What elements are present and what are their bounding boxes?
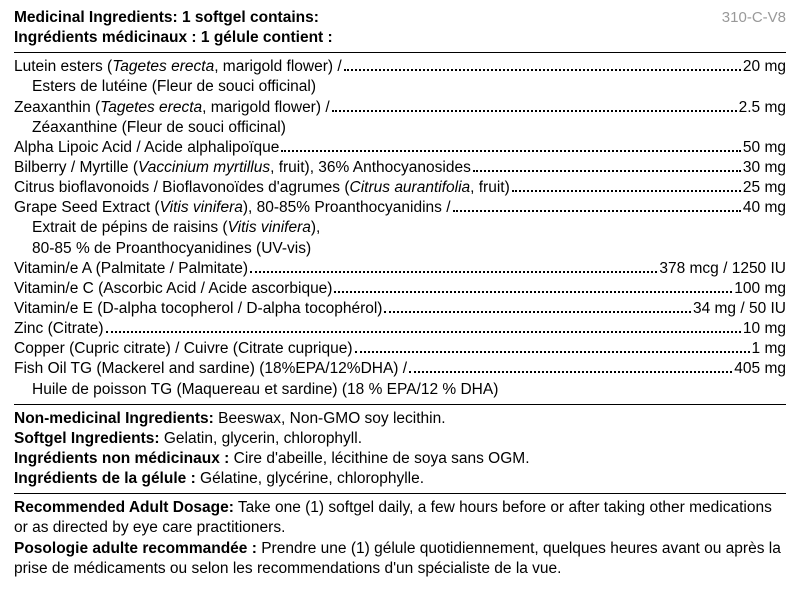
leader-dots [512, 178, 741, 192]
ingredient-amount: 405 mg [734, 359, 786, 379]
ingredient-label: Alpha Lipoic Acid / Acide alphalipoïque [14, 138, 279, 158]
ingredient-label: Vitamin/e E (D-alpha tocopherol / D-alph… [14, 299, 382, 319]
ingredient-amount: 1 mg [752, 339, 786, 359]
ingredient-amount: 20 mg [743, 57, 786, 77]
ingredient-amount: 34 mg / 50 IU [693, 299, 786, 319]
ingredient-sublabel: Zéaxanthine (Fleur de souci officinal) [14, 118, 786, 138]
ingredient-amount: 30 mg [743, 158, 786, 178]
nonmedicinal-section: Non-medicinal Ingredients: Beeswax, Non-… [14, 409, 786, 490]
ingredient-row: Grape Seed Extract (Vitis vinifera), 80-… [14, 198, 786, 218]
header-row: Medicinal Ingredients: 1 softgel contain… [14, 8, 786, 48]
ingredient-amount: 25 mg [743, 178, 786, 198]
ingredient-sublabel: Huile de poisson TG (Maquereau et sardin… [14, 380, 786, 400]
leader-dots [384, 299, 690, 313]
ingredient-label: Grape Seed Extract (Vitis vinifera), 80-… [14, 198, 451, 218]
ingredient-row: Zeaxanthin (Tagetes erecta, marigold flo… [14, 98, 786, 118]
dosage-fr-label: Posologie adulte recommandée : [14, 540, 257, 557]
leader-dots [281, 138, 740, 152]
ingredient-row: Vitamin/e C (Ascorbic Acid / Acide ascor… [14, 279, 786, 299]
ingredient-row: Citrus bioflavonoids / Bioflavonoïdes d'… [14, 178, 786, 198]
leader-dots [332, 98, 737, 112]
ingredient-sublabel: Esters de lutéine (Fleur de souci offici… [14, 77, 786, 97]
ingredient-label: Lutein esters (Tagetes erecta, marigold … [14, 57, 342, 77]
ingredient-amount: 100 mg [734, 279, 786, 299]
ingredient-row: Bilberry / Myrtille (Vaccinium myrtillus… [14, 158, 786, 178]
ingredient-label: Citrus bioflavonoids / Bioflavonoïdes d'… [14, 178, 510, 198]
header-en: Medicinal Ingredients: 1 softgel contain… [14, 8, 333, 28]
ingredient-row: Lutein esters (Tagetes erecta, marigold … [14, 57, 786, 77]
ingredient-label: Bilberry / Myrtille (Vaccinium myrtillus… [14, 158, 471, 178]
ingredient-label: Fish Oil TG (Mackerel and sardine) (18%E… [14, 359, 407, 379]
softgel-en-label: Softgel Ingredients: [14, 430, 160, 447]
softgel-fr-label: Ingrédients de la gélule : [14, 470, 196, 487]
ingredient-label: Copper (Cupric citrate) / Cuivre (Citrat… [14, 339, 353, 359]
leader-dots [453, 198, 741, 212]
leader-dots [106, 319, 741, 333]
ingredient-amount: 10 mg [743, 319, 786, 339]
ingredient-row: Vitamin/e E (D-alpha tocopherol / D-alph… [14, 299, 786, 319]
ingredients-list: Lutein esters (Tagetes erecta, marigold … [14, 57, 786, 399]
ingredient-amount: 378 mcg / 1250 IU [659, 259, 786, 279]
divider [14, 493, 786, 494]
leader-dots [355, 339, 750, 353]
nonmed-fr-label: Ingrédients non médicinaux : [14, 450, 229, 467]
dosage-section: Recommended Adult Dosage: Take one (1) s… [14, 498, 786, 579]
divider [14, 404, 786, 405]
header-fr: Ingrédients médicinaux : 1 gélule contie… [14, 28, 333, 48]
leader-dots [344, 57, 741, 71]
ingredient-row: Copper (Cupric citrate) / Cuivre (Citrat… [14, 339, 786, 359]
ingredient-row: Zinc (Citrate) 10 mg [14, 319, 786, 339]
leader-dots [250, 259, 657, 273]
ingredient-row: Alpha Lipoic Acid / Acide alphalipoïque 5… [14, 138, 786, 158]
ingredient-amount: 2.5 mg [739, 98, 786, 118]
nonmed-fr-text: Cire d'abeille, lécithine de soya sans O… [229, 450, 529, 467]
header-left: Medicinal Ingredients: 1 softgel contain… [14, 8, 333, 48]
ingredient-row: Fish Oil TG (Mackerel and sardine) (18%E… [14, 359, 786, 379]
divider [14, 52, 786, 53]
dosage-en-label: Recommended Adult Dosage: [14, 499, 234, 516]
product-code: 310-C-V8 [722, 8, 786, 28]
ingredient-row: Vitamin/e A (Palmitate / Palmitate) 378 m… [14, 259, 786, 279]
softgel-fr-text: Gélatine, glycérine, chlorophylle. [196, 470, 424, 487]
ingredient-label: Vitamin/e C (Ascorbic Acid / Acide ascor… [14, 279, 332, 299]
ingredient-amount: 40 mg [743, 198, 786, 218]
ingredient-amount: 50 mg [743, 138, 786, 158]
ingredient-sublabel: Extrait de pépins de raisins (Vitis vini… [14, 218, 786, 258]
ingredient-label: Vitamin/e A (Palmitate / Palmitate) [14, 259, 248, 279]
nonmed-en-label: Non-medicinal Ingredients: [14, 410, 214, 427]
softgel-en-text: Gelatin, glycerin, chlorophyll. [160, 430, 362, 447]
ingredient-label: Zeaxanthin (Tagetes erecta, marigold flo… [14, 98, 330, 118]
ingredient-label: Zinc (Citrate) [14, 319, 104, 339]
nonmed-en-text: Beeswax, Non-GMO soy lecithin. [214, 410, 446, 427]
leader-dots [473, 158, 741, 172]
leader-dots [409, 359, 732, 373]
leader-dots [334, 279, 732, 293]
